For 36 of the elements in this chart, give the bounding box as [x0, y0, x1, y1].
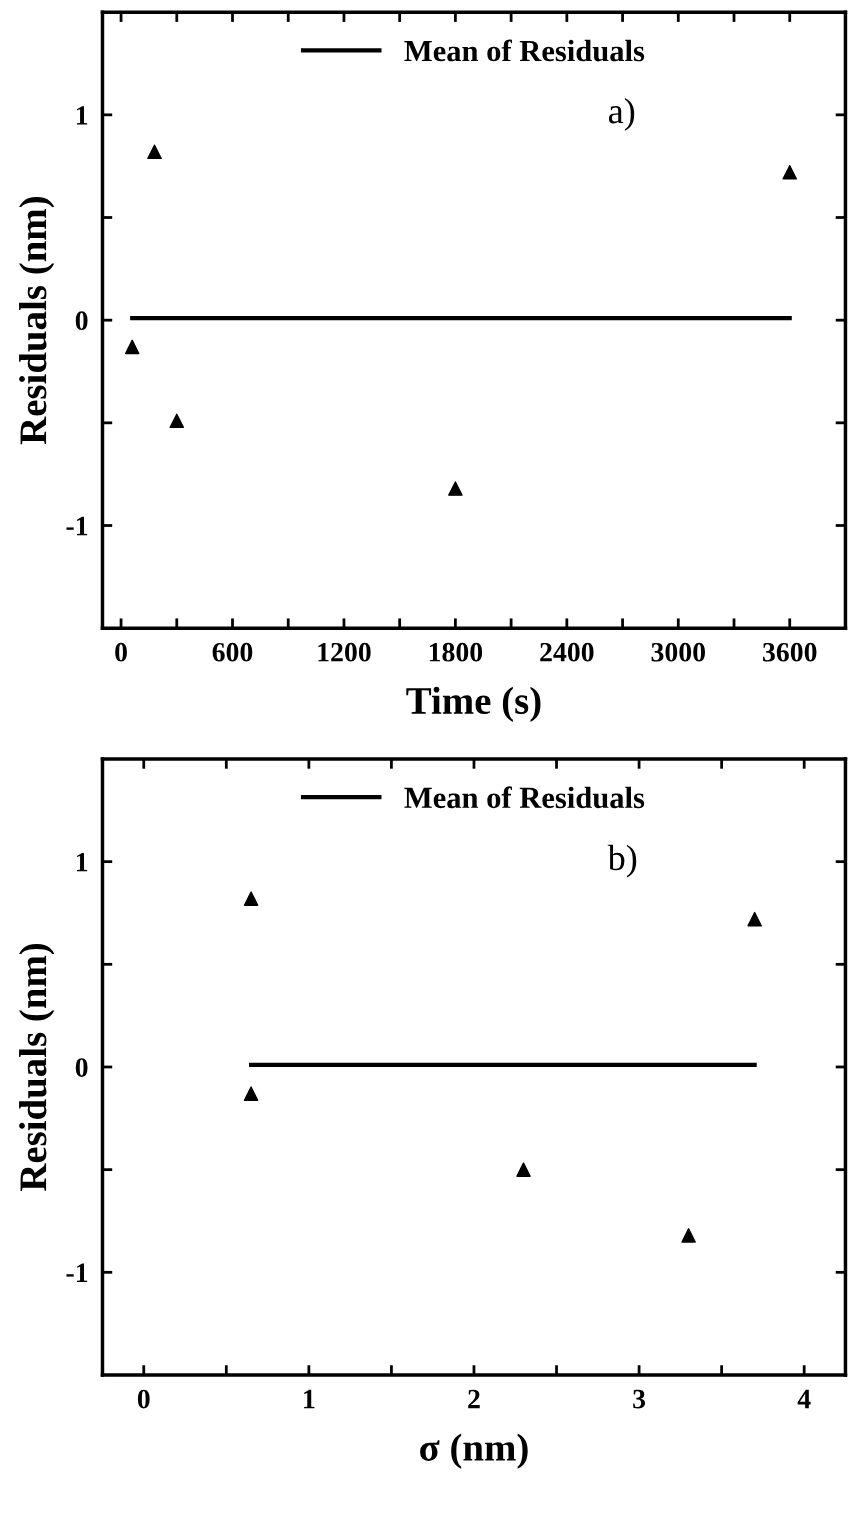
x-tick-label: 600 [212, 642, 253, 662]
y-tick-label: 1 [76, 106, 88, 125]
point [782, 165, 798, 180]
x-tick-label: 0 [137, 1389, 150, 1409]
point [747, 911, 762, 927]
y-tick-label: 1 [76, 852, 88, 872]
x-tick-label: 2 [468, 1389, 480, 1409]
y-tick-label: -1 [66, 516, 88, 536]
x-tick-label: 4 [797, 1389, 811, 1409]
point [681, 1228, 696, 1243]
point [243, 1086, 259, 1101]
x-tick-label: 3000 [651, 642, 706, 662]
point [147, 144, 162, 160]
y-axis-title: Residuals (nm) [19, 197, 55, 445]
point [124, 339, 140, 355]
point [243, 891, 259, 906]
y-tick-label: -1 [66, 1263, 88, 1282]
annotation: b) [607, 844, 637, 878]
point [448, 481, 463, 496]
point [516, 1162, 531, 1177]
x-tick-label: 1200 [318, 642, 371, 662]
x-axis-title: σ (nm) [420, 1433, 528, 1469]
x-tick-label: 1800 [429, 642, 483, 662]
legend-label: Mean of Residuals [404, 39, 645, 62]
x-tick-label: 3600 [763, 642, 817, 662]
y-tick-label: 0 [75, 311, 88, 331]
y-tick-label: 0 [75, 1058, 88, 1077]
x-tick-label: 3 [633, 1389, 646, 1409]
legend-label: Mean of Residuals [404, 786, 645, 809]
point [169, 413, 185, 429]
x-axis-title: Time (s) [406, 686, 541, 722]
annotation: a) [608, 97, 635, 131]
y-axis-title: Residuals (nm) [19, 943, 55, 1192]
x-tick-label: 1 [304, 1389, 315, 1409]
x-tick-label: 0 [115, 642, 127, 662]
x-tick-label: 2400 [540, 642, 594, 662]
